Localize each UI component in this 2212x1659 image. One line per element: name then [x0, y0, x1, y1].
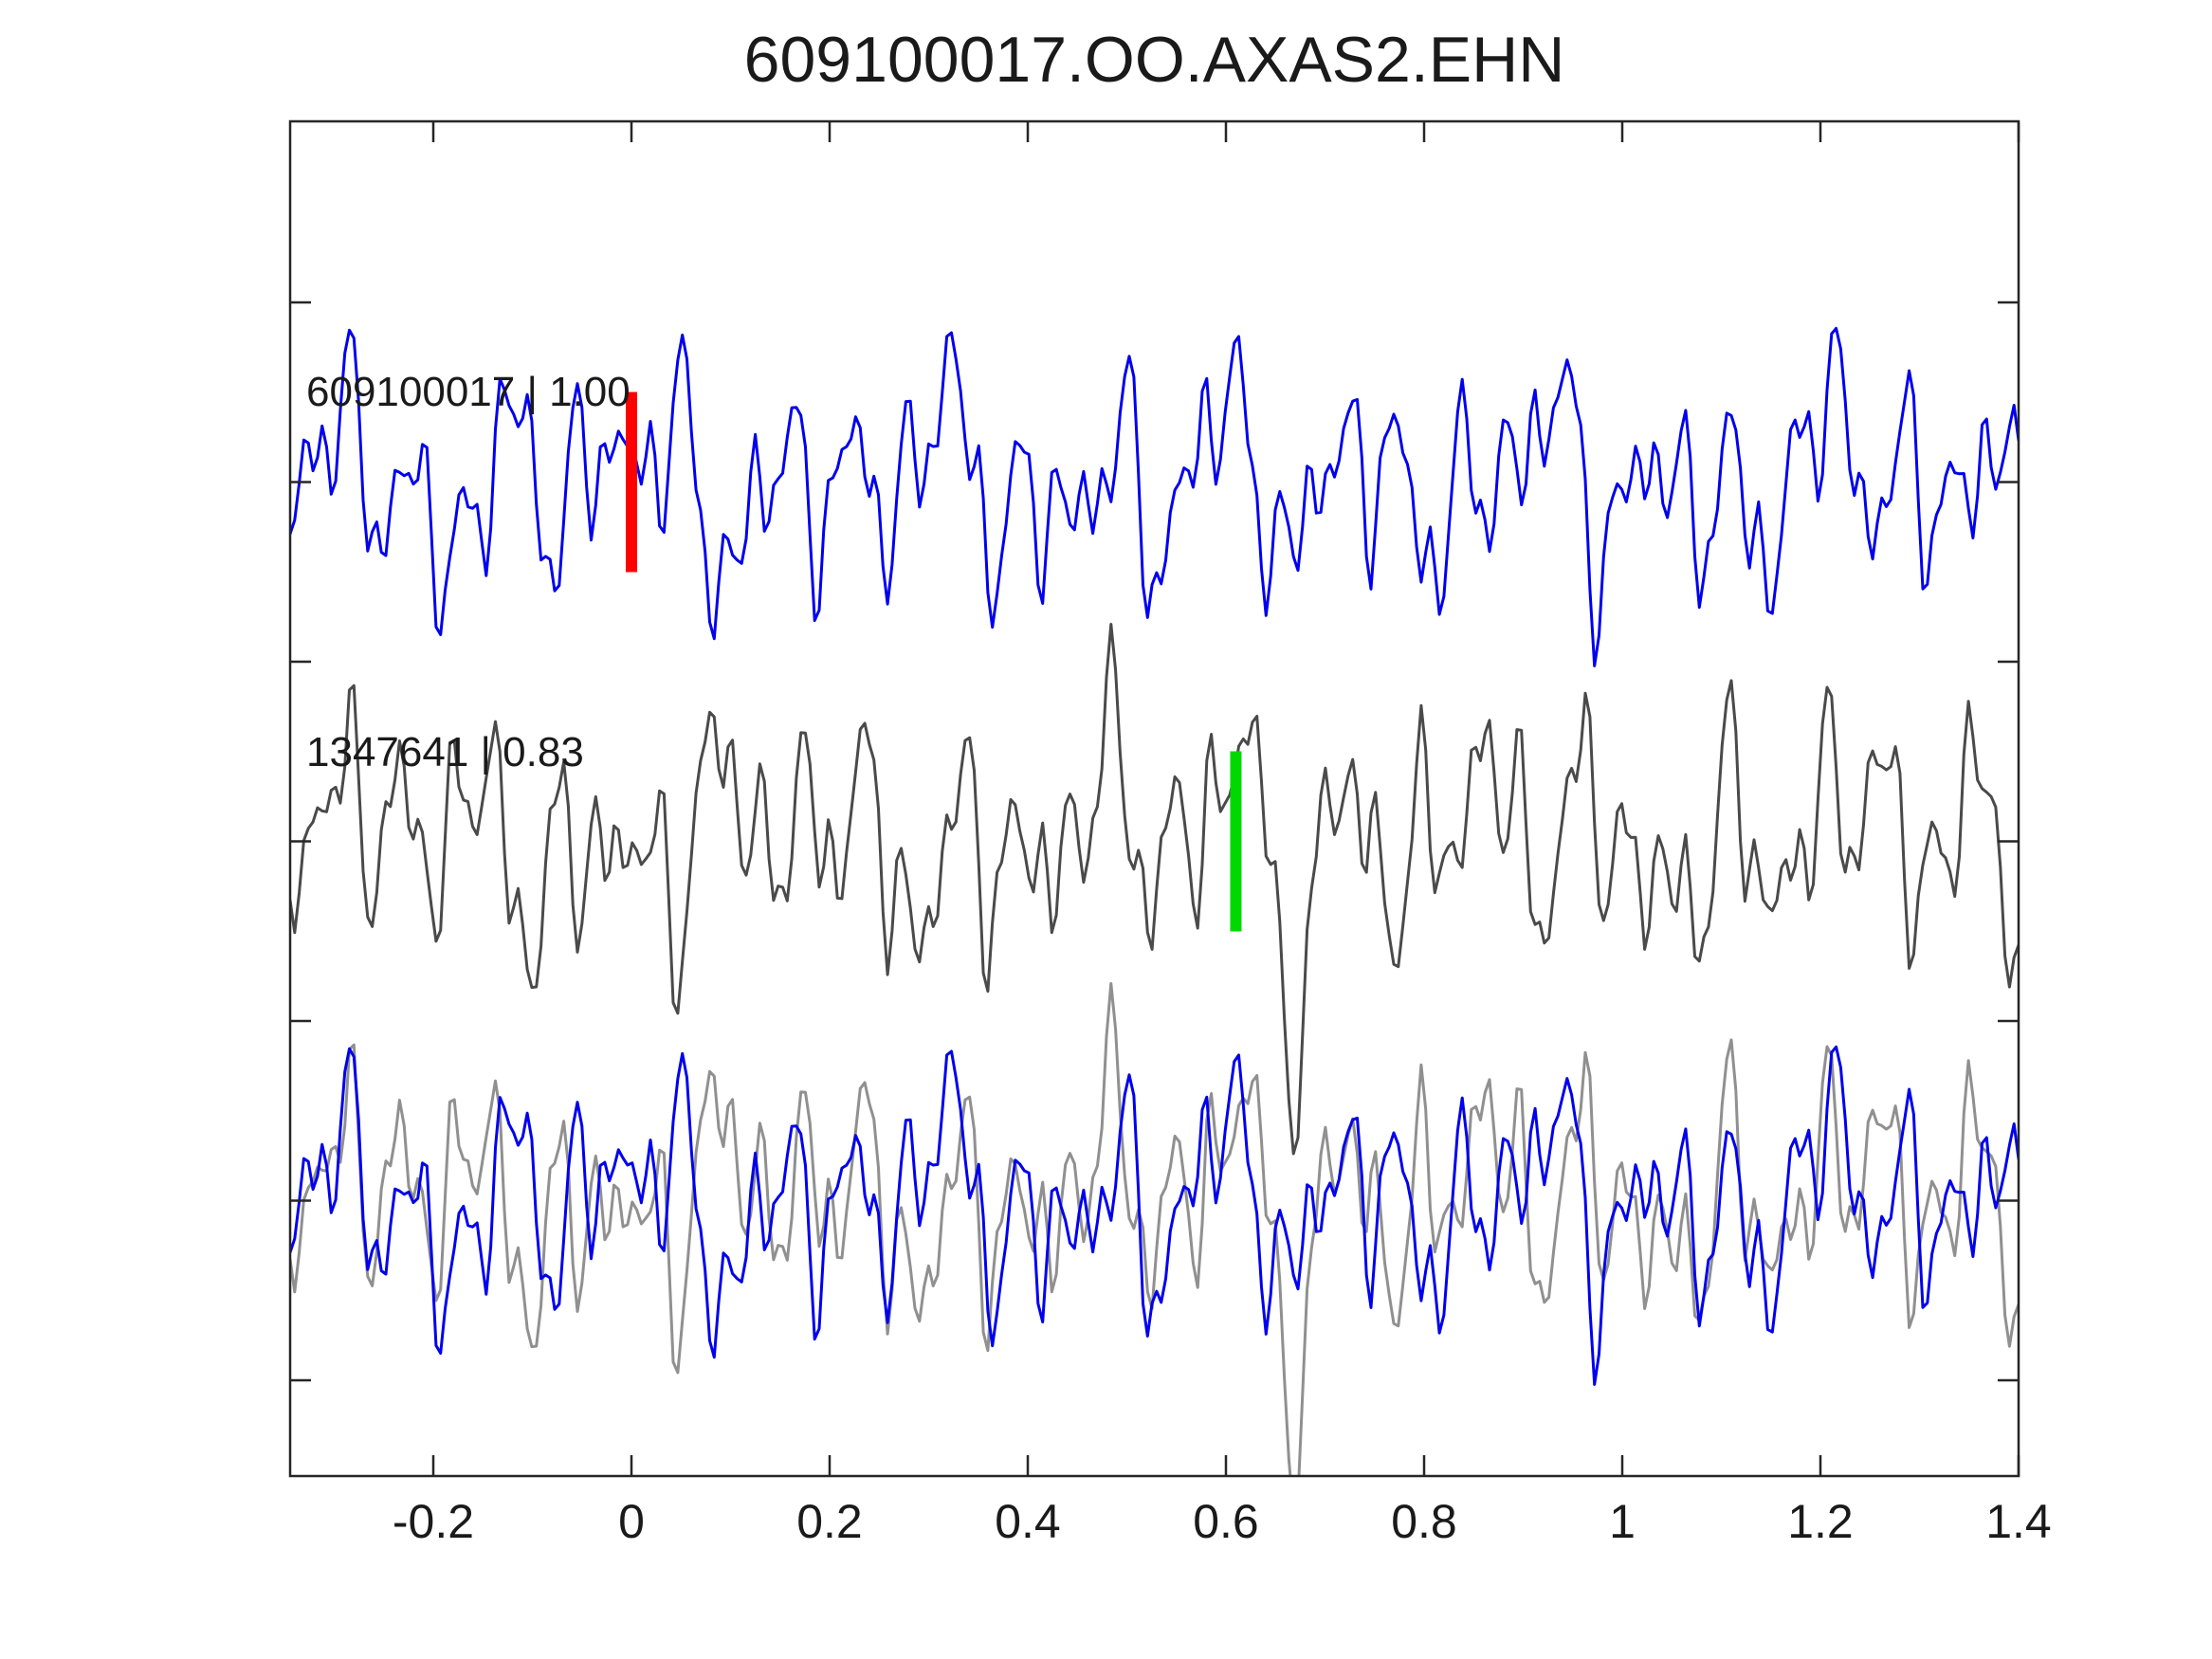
x-tick-label: 0.6 — [1193, 1495, 1259, 1548]
x-tick-label: 0.4 — [995, 1495, 1061, 1548]
waveform-detection-1347641 — [290, 623, 2019, 1156]
x-tick-label: 0.8 — [1391, 1495, 1457, 1548]
trace-label-template: 609100017 | 1.00 — [306, 369, 631, 415]
x-tick-label: 0 — [618, 1495, 645, 1548]
trace-label-detection: 1347641 | 0.83 — [306, 729, 584, 775]
figure-title: 609100017.OO.AXAS2.EHN — [743, 24, 1565, 96]
x-tick-label: 1.2 — [1787, 1495, 1854, 1548]
x-tick-label: 0.2 — [796, 1495, 863, 1548]
waveform-overlay-detection-1347641 — [290, 982, 2019, 1476]
waveform-overlay-template-609100017 — [290, 1045, 2019, 1386]
x-tick-label: -0.2 — [393, 1495, 474, 1548]
axes-box — [288, 119, 2020, 1478]
x-tick-label: 1 — [1609, 1495, 1636, 1548]
waveform-template-609100017 — [290, 326, 2019, 667]
x-tick-label: 1.4 — [1985, 1495, 2052, 1548]
